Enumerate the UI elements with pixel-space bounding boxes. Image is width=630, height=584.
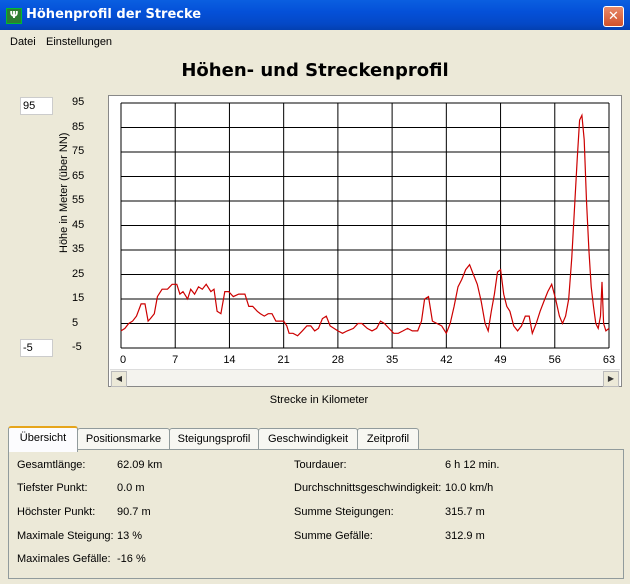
stat-label-max-steigung: Maximale Steigung: — [17, 530, 114, 542]
scroll-right-icon[interactable]: ▶ — [603, 371, 619, 387]
y-tick-label: 35 — [72, 243, 85, 255]
tab-steigungsprofil[interactable]: Steigungsprofil — [169, 428, 259, 449]
stat-value-hoechster-punkt: 90.7 m — [117, 506, 151, 518]
y-tick-label: 85 — [72, 120, 85, 133]
stat-value-max-gefaelle: -16 % — [117, 553, 146, 565]
stat-value-summe-steigungen: 315.7 m — [445, 506, 485, 518]
tab-uebersicht[interactable]: Übersicht — [8, 426, 78, 452]
title-bar: Ψ Höhenprofil der Strecke ✕ — [0, 0, 630, 30]
y-min-input[interactable] — [20, 339, 53, 357]
stat-label-durchschnittsgeschwindigkeit: Durchschnittsgeschwindigkeit: — [294, 482, 442, 494]
y-tick-label: -5 — [72, 341, 82, 353]
y-tick-label: 45 — [72, 218, 85, 231]
stat-value-durchschnittsgeschwindigkeit: 10.0 km/h — [445, 482, 494, 494]
y-tick-label: 65 — [72, 169, 85, 182]
stat-label-hoechster-punkt: Höchster Punkt: — [17, 506, 96, 518]
horizontal-scrollbar[interactable]: ◀ ▶ — [110, 369, 620, 387]
stat-value-tiefster-punkt: 0.0 m — [117, 482, 145, 494]
y-tick-label: 55 — [72, 194, 85, 206]
y-tick-label: 75 — [72, 145, 85, 157]
y-tick-label: 5 — [72, 316, 79, 329]
stat-label-tiefster-punkt: Tiefster Punkt: — [17, 482, 88, 494]
stat-label-tourdauer: Tourdauer: — [294, 459, 347, 471]
tab-zeitprofil[interactable]: Zeitprofil — [357, 428, 419, 449]
stat-label-gesamtlaenge: Gesamtlänge: — [17, 459, 86, 471]
stat-label-max-gefaelle: Maximales Gefälle: — [17, 553, 111, 565]
y-tick-label: 15 — [72, 292, 85, 304]
y-max-input[interactable] — [20, 97, 53, 115]
close-button[interactable]: ✕ — [603, 6, 624, 27]
y-tick-label: 25 — [72, 267, 85, 280]
stat-value-summe-gefaelle: 312.9 m — [445, 530, 485, 542]
window-title: Höhenprofil der Strecke — [26, 7, 202, 22]
menu-einstellungen[interactable]: Einstellungen — [46, 36, 113, 48]
plot-frame — [108, 95, 622, 387]
scroll-left-icon[interactable]: ◀ — [111, 371, 127, 387]
stat-label-summe-steigungen: Summe Steigungen: — [294, 506, 394, 518]
menu-datei[interactable]: Datei — [10, 36, 36, 48]
tab-content-overview — [8, 449, 624, 579]
chart-title: Höhen- und Streckenprofil — [181, 60, 449, 81]
tab-geschwindigkeit[interactable]: Geschwindigkeit — [258, 428, 358, 449]
stat-value-tourdauer: 6 h 12 min. — [445, 459, 500, 471]
app-icon[interactable]: Ψ — [6, 8, 22, 24]
tab-positionsmarke[interactable]: Positionsmarke — [77, 428, 170, 449]
y-tick-label: 95 — [72, 96, 85, 108]
x-axis-label: Strecke in Kilometer — [269, 394, 369, 406]
stat-value-max-steigung: 13 % — [117, 530, 143, 542]
close-icon: ✕ — [608, 9, 619, 24]
stat-label-summe-gefaelle: Summe Gefälle: — [294, 530, 373, 542]
menu-bar: Datei Einstellungen — [0, 30, 630, 50]
stat-value-gesamtlaenge: 62.09 km — [117, 459, 163, 471]
y-axis-label: Höhe in Meter (über NN) — [58, 132, 70, 253]
